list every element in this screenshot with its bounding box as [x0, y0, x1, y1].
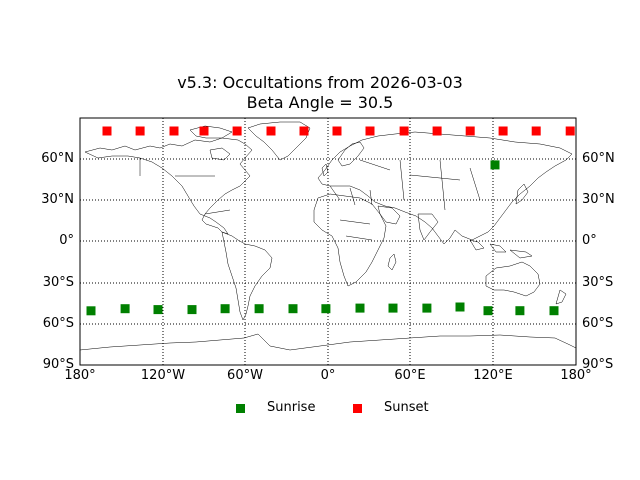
- y-tick-left-60s: 60°S: [42, 316, 74, 331]
- sunrise-marker: [220, 304, 230, 314]
- sunrise-marker: [355, 303, 365, 313]
- y-tick-left-30n: 30°N: [41, 192, 74, 207]
- x-tick-0: 0°: [320, 368, 336, 383]
- sunrise-marker: [549, 306, 559, 316]
- sunrise-marker: [254, 304, 264, 314]
- x-tick-180w: 180°: [64, 368, 96, 383]
- legend-label-sunrise: Sunrise: [267, 400, 316, 415]
- sunset-marker: [199, 126, 209, 136]
- x-tick-120w: 120°W: [140, 368, 186, 383]
- x-tick-180e: 180°: [560, 368, 592, 383]
- chart-title-line-1: v5.3: Occultations from 2026-03-03: [177, 73, 463, 92]
- sunrise-marker: [483, 306, 493, 316]
- y-tick-left-0: 0°: [59, 233, 74, 248]
- sunset-marker: [232, 126, 242, 136]
- legend-item-sunrise: Sunrise: [236, 400, 315, 416]
- sunrise-marker: [455, 302, 465, 312]
- legend-item-sunset: Sunset: [353, 400, 429, 416]
- sunset-marker: [102, 126, 112, 136]
- chart-legend: Sunrise Sunset: [0, 400, 640, 418]
- x-tick-60w: 60°W: [227, 368, 263, 383]
- sunset-marker: [432, 126, 442, 136]
- sunset-marker: [332, 126, 342, 136]
- y-tick-right-90s: 90°S: [582, 357, 614, 372]
- y-tick-right-60n: 60°N: [582, 151, 615, 166]
- sunrise-marker: [388, 303, 398, 313]
- sunrise-marker: [321, 304, 331, 314]
- sunset-marker: [465, 126, 475, 136]
- y-tick-left-30s: 30°S: [42, 275, 74, 290]
- map-gridlines: [80, 118, 576, 365]
- y-tick-left-90s: 90°S: [42, 357, 74, 372]
- y-tick-right-30s: 30°S: [582, 275, 614, 290]
- world-coastlines: [79, 121, 577, 351]
- sunrise-marker: [490, 160, 500, 170]
- sunrise-marker: [422, 303, 432, 313]
- y-tick-right-0: 0°: [582, 233, 597, 248]
- y-tick-right-30n: 30°N: [582, 192, 615, 207]
- sunrise-marker: [288, 304, 298, 314]
- x-tick-60e: 60°E: [394, 368, 426, 383]
- sunset-marker: [266, 126, 276, 136]
- sunrise-marker: [187, 305, 197, 315]
- y-tick-left-60n: 60°N: [41, 151, 74, 166]
- chart-title-line-2: Beta Angle = 30.5: [246, 93, 394, 112]
- sunset-marker: [399, 126, 409, 136]
- sunset-marker: [365, 126, 375, 136]
- legend-label-sunset: Sunset: [384, 400, 429, 415]
- sunrise-marker: [153, 305, 163, 315]
- sunset-marker: [531, 126, 541, 136]
- occultation-markers: [86, 126, 575, 316]
- y-tick-right-60s: 60°S: [582, 316, 614, 331]
- map-frame: [79, 117, 577, 366]
- sunset-marker: [135, 126, 145, 136]
- sunset-marker: [169, 126, 179, 136]
- sunset-marker: [498, 126, 508, 136]
- sunset-marker: [565, 126, 575, 136]
- sunrise-marker: [120, 304, 130, 314]
- sunset-marker: [299, 126, 309, 136]
- sunrise-marker: [86, 306, 96, 316]
- sunrise-marker: [515, 306, 525, 316]
- sunset-square-icon: [353, 403, 362, 413]
- x-tick-120e: 120°E: [473, 368, 513, 383]
- sunrise-square-icon: [236, 403, 245, 413]
